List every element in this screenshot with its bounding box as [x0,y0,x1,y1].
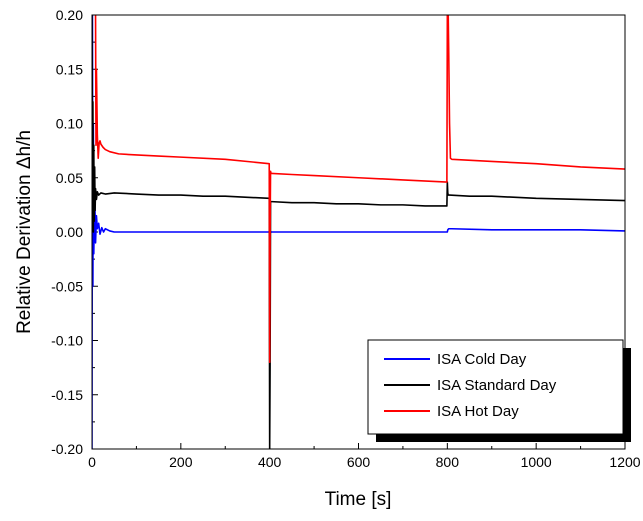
axis-tick-labels: 0 200 400 600 800 1000 1200 -0.20 -0.15 -0.10 -0.0… [51,7,641,470]
legend-label-1: ISA Standard Day [437,377,557,394]
x-tick-label: 1000 [521,454,552,470]
x-tick-label: 600 [347,454,371,470]
y-tick-label: -0.15 [51,387,83,403]
legend: ISA Cold Day ISA Standard Day ISA Hot Day [367,339,631,442]
y-tick-label: 0.00 [56,224,83,240]
y-axis-title: Relative Derivation Δh/h [14,130,35,334]
x-tick-label: 400 [258,454,282,470]
y-tick-label: -0.05 [51,278,83,294]
x-tick-label: 200 [169,454,193,470]
plot-frame [91,14,626,450]
legend-label-0: ISA Cold Day [437,351,527,368]
y-tick-label: -0.10 [51,333,83,349]
y-tick-label: 0.10 [56,116,83,132]
y-tick-label: 0.20 [56,7,83,23]
y-tick-label: 0.05 [56,170,83,186]
x-tick-label: 0 [88,454,96,470]
series-line-0 [92,15,625,449]
y-tick-label: -0.20 [51,441,83,457]
legend-label-2: ISA Hot Day [437,403,519,420]
x-tick-label: 800 [436,454,460,470]
legend-box [367,339,624,435]
y-tick-label: 0.15 [56,61,83,77]
x-axis-title: Time [s] [325,489,392,510]
series-line-2 [94,15,625,364]
x-tick-label: 1200 [609,454,640,470]
series-layer [92,15,625,449]
